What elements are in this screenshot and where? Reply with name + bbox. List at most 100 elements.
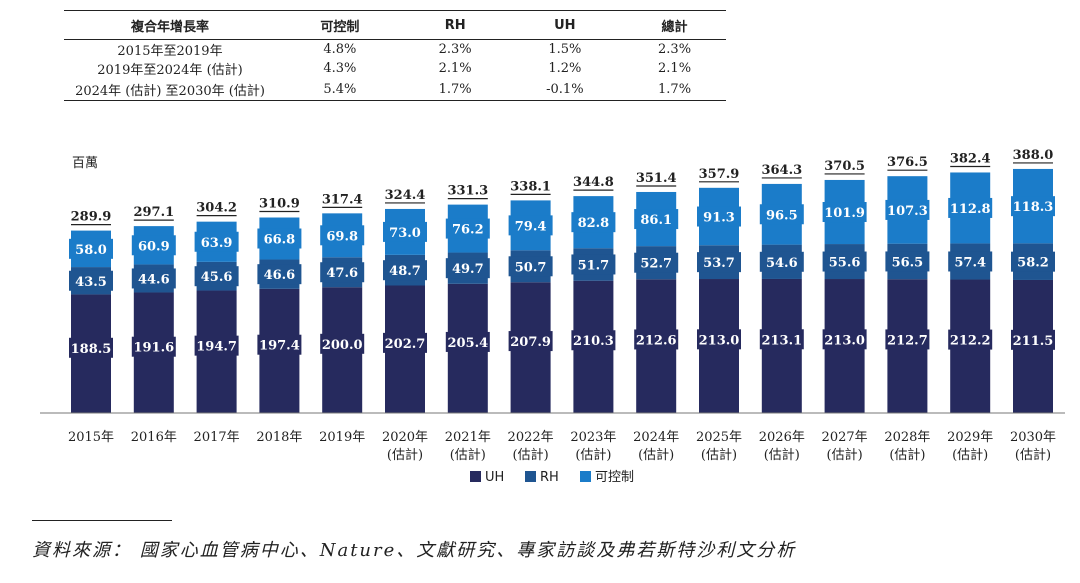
bar-value-label-bg [697, 329, 741, 350]
bar-value-label-bg [1011, 196, 1055, 217]
bar-value-label: 58.2 [1017, 256, 1049, 271]
cagr-row: 2024年 (估計) 至2030年 (估計) 5.4% 1.7% -0.1% 1… [64, 78, 726, 101]
cagr-cell-period: 2015年至2019年 [117, 44, 223, 59]
bar-value-label: 107.3 [887, 204, 928, 219]
bar-value-label-bg [445, 331, 490, 352]
bar-groups: 188.5 43.5 58.0 289.9 191.6 44.6 60.9 297.1 194.… [69, 148, 1055, 413]
x-tick-label: 2029年 [947, 430, 993, 445]
bar-value-label-bg [320, 225, 365, 246]
x-tick-label: (估計) [889, 447, 925, 463]
x-tick-label: 2026年 [759, 430, 805, 445]
bar-value-label-bg [69, 337, 113, 358]
cagr-header-row: 複合年增長率 可控制 RH UH 總計 [64, 10, 726, 40]
bar-value-label: 79.4 [515, 219, 547, 234]
x-tick-label: 2025年 [696, 430, 742, 445]
cagr-header-total: 總計 [623, 10, 726, 40]
bar-value-label-bg [131, 268, 176, 289]
bar-value-label-bg [948, 251, 993, 272]
cagr-cell-uh: 1.2% [548, 61, 582, 76]
bar-value-label: 60.9 [138, 239, 170, 254]
bar-value-label-bg [194, 231, 239, 252]
bar-value-label-bg [571, 254, 616, 275]
x-tick-label: 2016年 [131, 430, 177, 445]
legend-swatch-可控制 [580, 471, 591, 482]
x-tick-label: (估計) [1015, 447, 1051, 463]
cagr-cell-period: 2024年 (估計) 至2030年 (估計) [64, 78, 276, 101]
bar-value-label: 44.6 [138, 272, 170, 287]
x-tick-label: (估計) [638, 447, 674, 463]
bar-value-label-bg [885, 329, 930, 350]
bar-total-label: 304.2 [196, 201, 237, 216]
bar-value-label: 49.7 [452, 262, 484, 277]
bar-value-label: 213.0 [699, 333, 740, 348]
bar-value-label-bg [697, 252, 741, 273]
cagr-cell-uh: -0.1% [506, 78, 624, 101]
stacked-bar-chart: 百萬 188.543.558.0289.9191.644.660.9297.11… [40, 148, 1065, 485]
bar-value-label-bg [320, 262, 365, 283]
x-tick-label: 2030年 [1010, 430, 1056, 445]
bar-total-label: 364.3 [761, 163, 802, 178]
bar-value-label: 46.6 [264, 268, 296, 283]
bar-total-label: 344.8 [573, 175, 614, 190]
bar-value-label-bg [257, 334, 302, 355]
bar-value-label: 188.5 [71, 342, 112, 357]
bar-value-label-bg [445, 218, 490, 239]
bar-total-label: 289.9 [71, 210, 112, 225]
source-divider [32, 520, 172, 521]
bar-value-label: 55.6 [829, 256, 861, 271]
legend-label: UH [485, 470, 504, 485]
bar-value-label-bg [194, 335, 239, 356]
x-axis-labels: 2015年 2016年 2017年 2018年 2019年 2020年 (估計) 2021年 (… [68, 430, 1056, 463]
bar-value-label: 52.7 [640, 257, 672, 272]
bar-value-label: 91.3 [703, 211, 735, 226]
bar-value-label-bg [571, 212, 616, 233]
bar-total-label: 376.5 [887, 155, 928, 170]
bar-value-label: 210.3 [573, 334, 614, 349]
x-tick-label: 2021年 [445, 430, 491, 445]
bar-value-label-bg [759, 251, 804, 272]
bar-total-label: 388.0 [1013, 148, 1054, 163]
x-tick-label: 2019年 [319, 430, 365, 445]
cagr-table: 複合年增長率 可控制 RH UH 總計 2015年至2019年 4.8% 2.3… [64, 10, 726, 101]
bar-value-label-bg [1011, 251, 1055, 272]
bar-value-label: 213.1 [761, 333, 802, 348]
x-tick-label: (估計) [764, 447, 800, 463]
bar-value-label-bg [759, 329, 804, 350]
y-unit-label: 百萬 [72, 156, 98, 171]
bar-value-label: 45.6 [201, 270, 233, 285]
bar-total-label: 370.5 [824, 159, 865, 174]
bar-total-label: 338.1 [510, 179, 551, 194]
bar-value-label-bg [885, 251, 930, 272]
bar-value-label: 202.7 [385, 337, 426, 352]
bar-value-label: 212.6 [636, 333, 677, 348]
x-tick-label: 2018年 [256, 430, 302, 445]
cagr-cell-controlled: 4.8% [323, 42, 357, 57]
cagr-cell-total: 1.7% [623, 78, 726, 101]
bar-value-label-bg [69, 238, 113, 259]
bar-value-label: 54.6 [766, 256, 798, 271]
bar-value-label-bg [383, 260, 427, 281]
bar-value-label: 197.4 [259, 339, 300, 354]
bar-value-label-bg [131, 336, 176, 357]
cagr-cell-rh: 1.7% [403, 78, 507, 101]
bar-value-label: 212.2 [950, 334, 991, 349]
bar-value-label: 58.0 [75, 243, 107, 258]
x-tick-label: (估計) [450, 447, 486, 463]
x-tick-label: (估計) [701, 447, 737, 463]
bar-value-label-bg [508, 331, 553, 352]
bar-value-label: 211.5 [1013, 334, 1054, 349]
cagr-cell-rh: 2.3% [438, 42, 472, 57]
bar-value-label-bg [1011, 329, 1055, 350]
bar-value-label-bg [634, 209, 679, 230]
cagr-cell-rh: 2.1% [438, 61, 472, 76]
legend-swatch-rh [525, 471, 536, 482]
bar-value-label: 43.5 [75, 275, 107, 290]
bar-value-label-bg [822, 329, 867, 350]
bar-value-label: 96.5 [766, 208, 798, 223]
bar-total-label: 324.4 [385, 188, 426, 203]
bar-value-label-bg [508, 215, 553, 236]
bar-value-label-bg [571, 330, 616, 351]
x-tick-label: 2023年 [570, 430, 616, 445]
bar-value-label-bg [257, 264, 302, 285]
bar-value-label: 66.8 [264, 233, 296, 248]
